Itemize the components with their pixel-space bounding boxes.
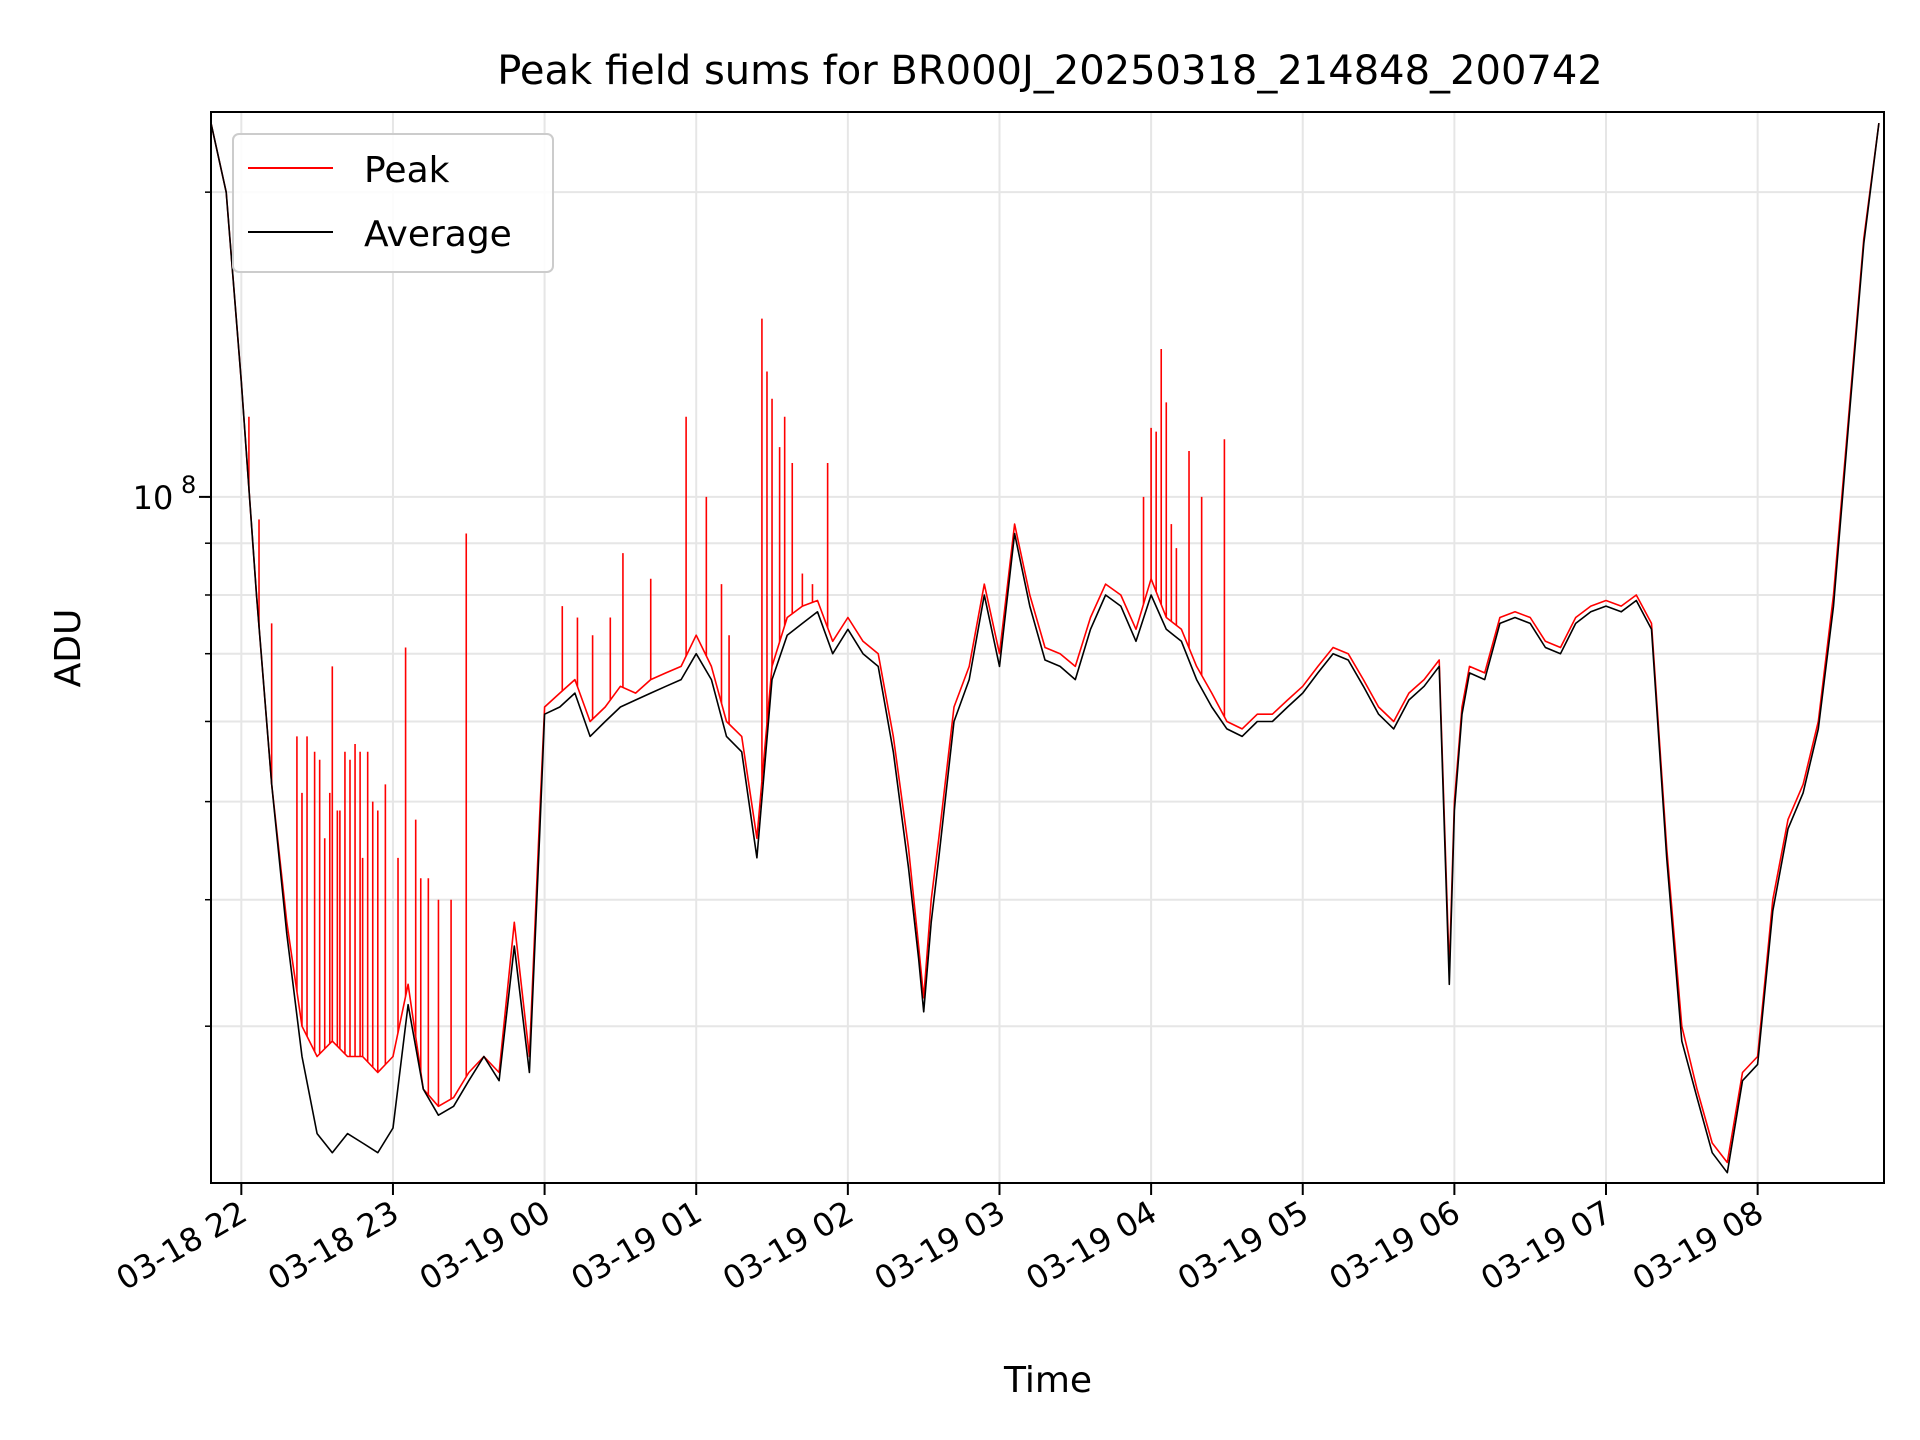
series-line-peak — [211, 122, 1880, 1164]
y-tick-label-exponent: 8 — [181, 471, 196, 499]
grid — [211, 112, 1884, 1183]
x-axis-label: Time — [1003, 1360, 1092, 1401]
legend-label-peak: Peak — [364, 150, 450, 191]
chart-title: Peak field sums for BR000J_20250318_2148… — [497, 48, 1603, 94]
series-line-average — [211, 122, 1880, 1174]
series-layer — [211, 122, 1880, 1174]
legend: Peak Average — [232, 133, 554, 273]
legend-label-average: Average — [364, 214, 512, 255]
y-axis-label: ADU — [48, 609, 89, 688]
y-tick-label: 10 — [133, 479, 174, 517]
plot-frame — [210, 111, 1885, 1184]
